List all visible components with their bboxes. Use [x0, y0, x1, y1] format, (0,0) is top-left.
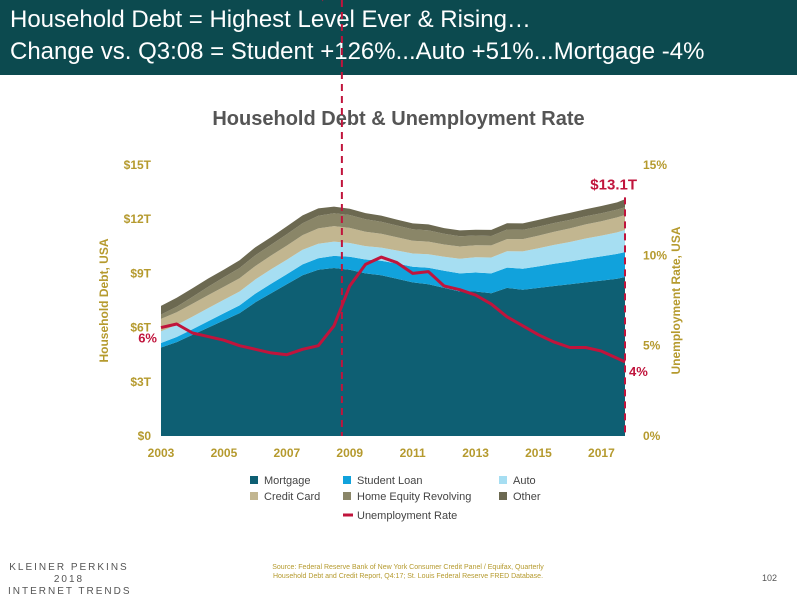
unemployment-start-label: 6% [138, 331, 157, 346]
slide-title-line-2: Change vs. Q3:08 = Student +126%...Auto … [10, 38, 705, 65]
y2-tick-label: 15% [643, 158, 667, 172]
legend: Mortgage Student Loan Auto Credit Card Home … [250, 475, 541, 522]
y-tick-label: $6T [130, 321, 151, 335]
debt-total-label: $12.7T [319, 0, 366, 4]
y-axis-title: Household Debt, USA [97, 238, 111, 362]
legend-swatch-credit-card [250, 492, 258, 500]
logo-line-2: 2018 [53, 574, 85, 585]
y-tick-label: $0 [138, 429, 152, 443]
legend-label-mortgage: Mortgage [264, 475, 310, 487]
area-other [161, 199, 625, 315]
x-tick-label: 2005 [211, 446, 238, 460]
debt-total-label: $13.1T [590, 176, 637, 193]
legend-swatch-mortgage [250, 476, 258, 484]
legend-label-auto: Auto [513, 475, 536, 487]
area-home-equity-revolving [161, 207, 625, 319]
legend-label-other: Other [513, 491, 541, 503]
y2-tick-label: 5% [643, 339, 661, 353]
x-tick-label: 2011 [400, 446, 426, 460]
legend-swatch-home-equity-revolving [343, 492, 351, 500]
page-number: 102 [762, 573, 778, 583]
y2-tick-label: 0% [643, 429, 661, 443]
y2-tick-label: 10% [643, 248, 667, 262]
unemployment-rate-line [160, 255, 626, 364]
y-tick-label: $12T [124, 212, 152, 226]
slide-header: Household Debt = Highest Level Ever & Ri… [0, 0, 797, 75]
stacked-areas [161, 199, 625, 436]
x-tick-label: 2007 [273, 446, 300, 460]
area-student-loan [161, 252, 625, 348]
chart-title: Household Debt & Unemployment Rate [212, 108, 585, 130]
y-tick-label: $9T [130, 266, 151, 280]
legend-label-home-equity-revolving: Home Equity Revolving [357, 491, 471, 503]
legend-label-student-loan: Student Loan [357, 475, 422, 487]
x-tick-label: 2015 [525, 446, 552, 460]
y-tick-label: $3T [130, 375, 151, 389]
kleiner-perkins-logo: KLEINER PERKINS 2018 INTERNET TRENDS [8, 562, 130, 598]
logo-line-3: INTERNET TRENDS [8, 586, 132, 597]
unemployment-line-group [160, 255, 626, 364]
area-credit-card [161, 215, 625, 332]
x-tick-label: 2009 [336, 446, 363, 460]
legend-label-unemployment-rate: Unemployment Rate [357, 510, 457, 522]
legend-swatch-other [499, 492, 507, 500]
x-tick-label: 2013 [462, 446, 489, 460]
legend-swatch-student-loan [343, 476, 351, 484]
axes: $0 $3T $6T $9T $12T $15T 0% 5% 10% 15% 2003 2005 200… [97, 158, 683, 460]
y2-axis-title: Unemployment Rate, USA [669, 226, 683, 374]
area-mortgage [161, 268, 625, 436]
logo-line-1: KLEINER PERKINS [9, 562, 129, 573]
annotations: $12.7T $13.1T 6% 4% [138, 0, 648, 379]
source-note: Source: Federal Reserve Bank of New York… [272, 564, 544, 580]
slide-title-line-1: Household Debt = Highest Level Ever & Ri… [10, 6, 531, 33]
x-tick-label: 2003 [148, 446, 175, 460]
unemployment-end-label: 4% [629, 364, 648, 379]
x-tick-label: 2017 [588, 446, 615, 460]
legend-label-credit-card: Credit Card [264, 491, 320, 503]
reference-lines [340, 0, 626, 436]
area-auto [161, 230, 625, 343]
legend-swatch-auto [499, 476, 507, 484]
y-tick-label: $15T [124, 158, 152, 172]
